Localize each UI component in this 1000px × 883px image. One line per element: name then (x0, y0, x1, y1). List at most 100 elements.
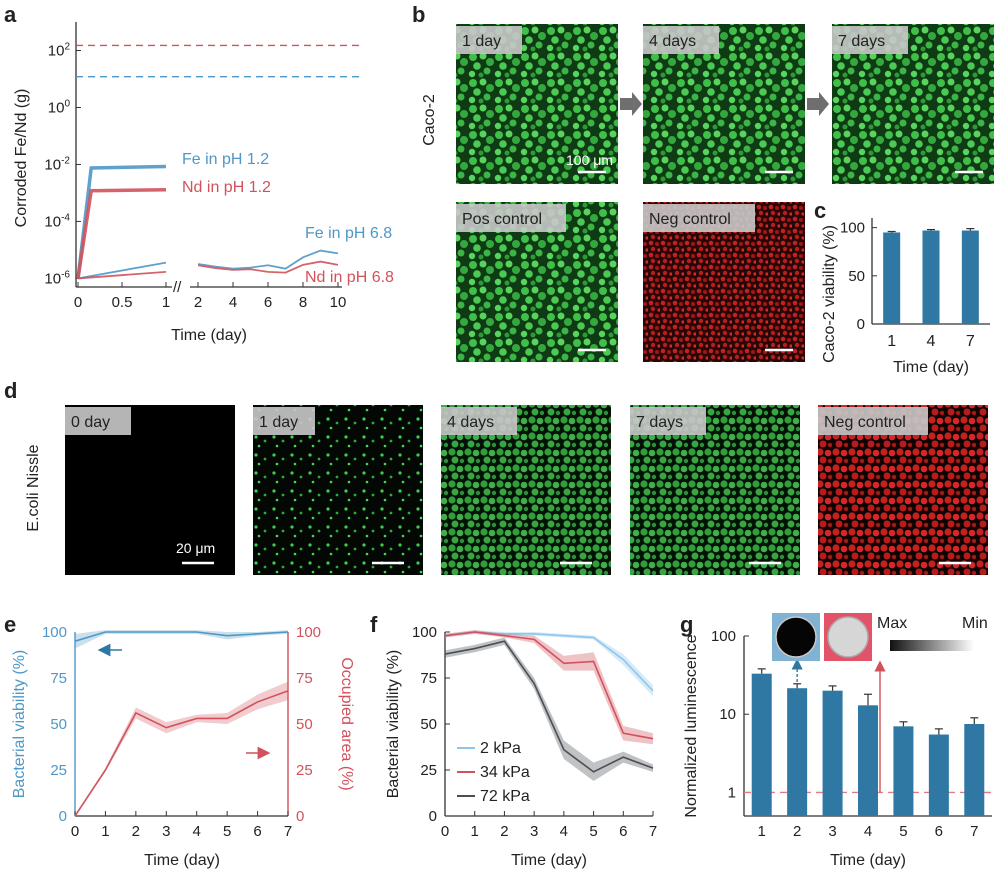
x-tick-label: 4 (864, 823, 872, 840)
arrow-right-icon (807, 92, 829, 116)
x-tick-label: 1 (887, 333, 896, 350)
series-band-1 (75, 681, 288, 816)
well-bright-icon (827, 616, 869, 658)
y-tick-label-right: 50 (296, 716, 313, 733)
chart-a-corrosion: // 10-6 10-4 10-2 100 102 0 0.5 1 2 4 6 8 10 Time (day… (13, 22, 394, 344)
y-tick-label: 0 (429, 808, 437, 825)
micrograph-d-5-label: Neg control (824, 414, 906, 431)
series-line-2 (197, 249, 339, 270)
tag-bg (441, 407, 517, 435)
x-tick-label: 4 (229, 294, 237, 311)
tag-bg (832, 26, 908, 54)
bar-3 (822, 690, 843, 816)
series-line-3 (197, 260, 339, 274)
x-tick-label: 8 (299, 294, 307, 311)
x-tick-label: 7 (649, 823, 657, 840)
y-axis-label-left: Bacterial viability (%) (11, 650, 28, 798)
x-tick-label: 6 (619, 823, 627, 840)
y-tick-label-left: 100 (42, 624, 67, 641)
panel-b-micrographs: Caco-2 1 day 4 days 7 days Pos control N… (421, 24, 994, 362)
series-band-0 (445, 630, 653, 697)
micrograph-b-4-label: Pos control (462, 211, 542, 228)
panel-label-d: d (4, 378, 17, 403)
y-tick-label: 10-2 (44, 155, 70, 173)
series-line-0 (76, 164, 167, 279)
micrograph-d-3-label: 4 days (447, 414, 494, 431)
ecoli-side-label: E.coli Nissle (25, 444, 42, 531)
y-axis-label-right: Occupied area (%) (338, 657, 355, 790)
series-label-2: Fe in pH 6.8 (305, 225, 392, 242)
panel-label-e: e (4, 612, 16, 637)
panel-label-b: b (412, 2, 425, 27)
y-tick-label: 1 (728, 784, 736, 801)
micrograph-d-2-label: 1 day (259, 414, 298, 431)
x-axis-label: Time (day) (830, 852, 906, 869)
series-band-0 (75, 630, 288, 649)
x-tick-label: 0 (441, 823, 449, 840)
y-tick-label: 100 (711, 628, 736, 645)
chart-c-caco2-viability: 0 50 100 1 4 7 Time (day) Caco-2 viability (%) (821, 218, 990, 376)
x-tick-label: 2 (793, 823, 801, 840)
x-tick-label: 4 (193, 823, 201, 840)
series-label-3: Nd in pH 6.8 (305, 269, 394, 286)
arrow-right-icon (620, 92, 642, 116)
tag-bg (456, 26, 522, 54)
y-tick-label: 100 (840, 220, 865, 237)
y-tick-label-left: 0 (59, 808, 67, 825)
micrograph-b-1-label: 1 day (462, 33, 501, 50)
x-tick-label: 5 (589, 823, 597, 840)
x-tick-label: 5 (899, 823, 907, 840)
y-axis-label: Corroded Fe/Nd (g) (13, 89, 30, 228)
bar-1 (883, 232, 901, 324)
legend-label-2: 72 kPa (480, 788, 530, 805)
panel-g-inset: Max Min (772, 613, 988, 661)
x-tick-label: 0.5 (112, 294, 133, 311)
x-tick-label: 6 (253, 823, 261, 840)
micrograph-d-4-label: 7 days (636, 414, 683, 431)
micrograph-b-3-label: 7 days (838, 33, 885, 50)
legend-label-1: 34 kPa (480, 764, 530, 781)
x-tick-label: 0 (71, 823, 79, 840)
series-line-1 (76, 187, 167, 279)
micrograph-d-1-label: 0 day (71, 414, 110, 431)
x-tick-label: 1 (471, 823, 479, 840)
panel-label-f: f (370, 612, 378, 637)
y-tick-label-right: 100 (296, 624, 321, 641)
series-line-1 (444, 631, 654, 740)
series-line-2 (444, 640, 654, 773)
y-tick-label: 50 (420, 716, 437, 733)
x-tick-label: 3 (828, 823, 836, 840)
series-label-0: Fe in pH 1.2 (182, 151, 269, 168)
y-tick-label-right: 25 (296, 762, 313, 779)
x-tick-label: 6 (935, 823, 943, 840)
y-tick-label: 25 (420, 762, 437, 779)
tag-bg (818, 407, 928, 435)
scale-bar-label-b: 100 μm (566, 152, 613, 168)
x-tick-label: 7 (966, 333, 975, 350)
y-tick-label-left: 50 (50, 716, 67, 733)
x-tick-label: 6 (264, 294, 272, 311)
x-tick-label: 5 (223, 823, 231, 840)
micrograph-b-2-label: 4 days (649, 33, 696, 50)
x-tick-label: 1 (758, 823, 766, 840)
y-tick-label: 0 (857, 316, 865, 333)
tag-bg (253, 407, 315, 435)
tag-bg (643, 26, 719, 54)
x-tick-label: 7 (970, 823, 978, 840)
bar-7 (961, 230, 979, 324)
series-label-1: Nd in pH 1.2 (182, 179, 271, 196)
panel-d-micrographs: E.coli Nissle 0 day 1 day 4 days 7 days … (25, 405, 988, 575)
y-tick-label: 100 (48, 98, 71, 116)
bar-4 (922, 230, 940, 324)
bar-5 (893, 726, 914, 816)
panel-label-a: a (4, 2, 17, 27)
x-axis-label: Time (day) (144, 852, 220, 869)
intensity-scale (890, 640, 974, 651)
x-tick-label: 2 (500, 823, 508, 840)
micrograph-b-5-label: Neg control (649, 211, 731, 228)
well-dark-icon (775, 616, 817, 658)
bar-2 (787, 688, 808, 816)
y-tick-label-left: 25 (50, 762, 67, 779)
series-line-3 (77, 270, 167, 280)
